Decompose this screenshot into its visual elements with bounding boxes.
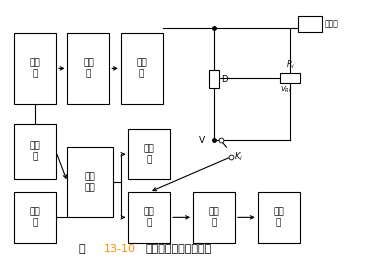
Bar — [279, 73, 300, 83]
Bar — [298, 16, 322, 33]
Bar — [14, 124, 56, 180]
Text: D: D — [221, 75, 227, 84]
Text: 电压
表: 电压 表 — [144, 144, 155, 164]
Bar — [68, 33, 109, 104]
Text: 键控
器: 键控 器 — [83, 58, 94, 78]
Text: 振荡
器: 振荡 器 — [30, 58, 41, 78]
Bar — [193, 192, 235, 243]
Bar — [258, 192, 300, 243]
Bar — [68, 147, 113, 217]
Bar — [14, 192, 56, 243]
Text: $K_i$: $K_i$ — [234, 150, 243, 163]
Bar — [128, 192, 170, 243]
Bar — [14, 33, 56, 104]
Text: V: V — [199, 136, 205, 145]
Text: 换能器: 换能器 — [324, 20, 338, 29]
Text: 参考信号比较法原理图: 参考信号比较法原理图 — [146, 244, 212, 254]
Text: 图: 图 — [79, 244, 89, 254]
Text: 示波
器: 示波 器 — [273, 207, 284, 227]
Text: $R_i$: $R_i$ — [286, 59, 295, 71]
Text: 相位
计: 相位 计 — [30, 207, 41, 227]
Text: 移相
器: 移相 器 — [30, 142, 41, 162]
Text: 发射
机: 发射 机 — [136, 58, 147, 78]
Text: 滤波
器: 滤波 器 — [208, 207, 219, 227]
Bar — [128, 129, 170, 180]
Bar — [121, 33, 163, 104]
Text: 加法
器: 加法 器 — [144, 207, 155, 227]
Text: 幅度
调节: 幅度 调节 — [85, 172, 96, 192]
Text: 13-10: 13-10 — [103, 244, 135, 254]
Text: $V_{Ri}$: $V_{Ri}$ — [280, 85, 292, 95]
Bar — [209, 70, 219, 88]
